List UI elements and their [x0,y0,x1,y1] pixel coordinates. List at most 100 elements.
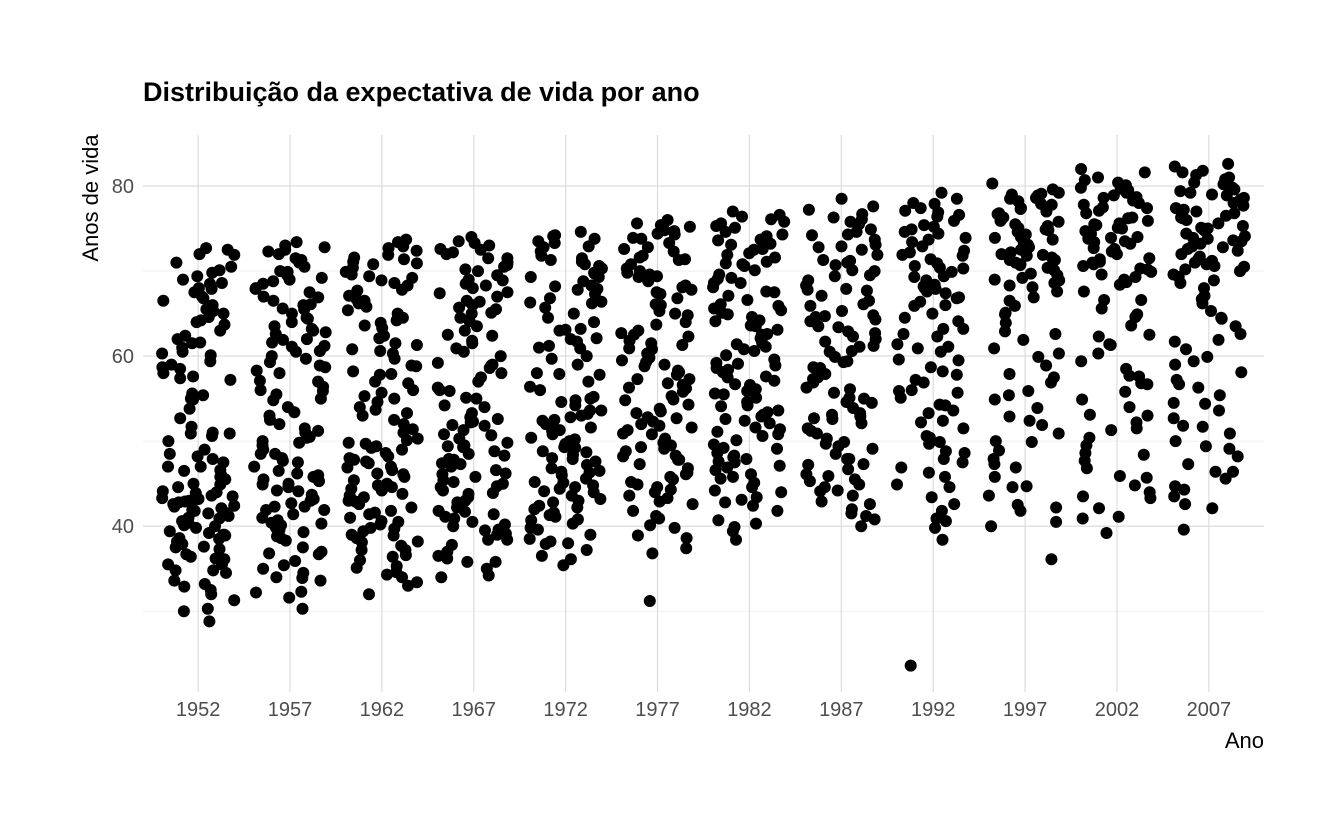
data-point [386,347,399,360]
data-point [939,299,952,312]
data-point [1231,450,1244,463]
data-point [741,294,754,306]
data-point [446,419,459,431]
data-point [185,420,198,433]
data-point [1048,254,1061,266]
data-point [441,440,454,453]
data-point [843,453,856,465]
data-point [827,211,840,224]
data-point [451,496,464,509]
data-point [933,436,946,448]
data-point [928,197,941,210]
data-point [445,538,458,551]
data-point [273,418,286,431]
data-point [173,532,186,545]
data-point [838,436,851,448]
data-point [828,386,840,399]
data-point [736,258,749,271]
data-point [499,467,512,480]
data-point [364,521,377,534]
data-point [295,585,308,598]
data-point [1229,320,1242,333]
data-point [848,473,861,486]
y-tick-label: 40 [112,516,134,538]
data-point [468,237,481,249]
data-point [1123,369,1136,382]
data-point [1003,294,1016,307]
data-point [564,411,577,424]
data-point [1017,333,1030,346]
data-point [387,529,400,542]
data-point [1096,201,1109,214]
data-point [454,311,467,324]
data-point [832,321,845,334]
data-point [300,431,313,444]
data-point [1052,186,1065,199]
data-point [1092,347,1105,360]
data-point [312,424,325,437]
data-point [200,242,213,255]
data-point [569,394,582,407]
data-point [1097,191,1110,204]
data-point [298,422,311,435]
data-point [668,225,681,238]
data-point [1227,465,1239,478]
data-point [539,301,552,314]
data-point [1236,220,1249,232]
x-tick-label: 1957 [268,699,313,721]
data-point [532,235,545,248]
data-point [1031,402,1044,414]
data-point [1177,523,1190,536]
data-point [174,372,187,385]
data-point [957,422,970,435]
data-point [1079,225,1092,238]
data-point [485,359,498,372]
data-point [763,417,776,430]
data-point [534,384,547,397]
data-point [749,320,762,333]
data-point [1130,191,1143,204]
data-point [544,535,557,548]
data-point [988,458,1001,471]
data-point [1009,461,1022,474]
data-point [633,458,646,471]
data-point [436,468,449,481]
data-point [562,537,575,550]
data-point [228,594,241,607]
data-point [1120,276,1133,289]
data-point [557,476,570,489]
data-point [270,571,283,584]
data-point [988,470,1001,483]
data-point [679,253,691,266]
data-point [835,240,848,253]
data-point [485,429,498,442]
data-point [462,273,475,286]
data-point [850,225,863,238]
data-point [375,386,388,399]
data-point [651,481,664,494]
data-point [1205,305,1217,317]
data-point [631,217,643,230]
data-point [374,345,387,357]
data-point [574,322,587,335]
data-point [187,477,200,490]
data-point [845,507,858,520]
data-point [1180,343,1192,356]
data-point [728,521,741,533]
data-point [267,275,280,288]
data-point [267,294,280,307]
data-point [373,368,386,381]
data-point [717,388,730,401]
data-point [168,574,181,587]
data-point [156,347,169,360]
data-point [835,192,848,205]
data-point [595,295,608,308]
data-point [268,500,281,513]
x-tick-label: 1977 [635,699,680,721]
data-point [543,509,556,522]
data-point [559,323,572,336]
data-point [410,244,423,257]
data-point [735,493,748,506]
data-point [1052,215,1065,228]
data-point [592,271,605,283]
